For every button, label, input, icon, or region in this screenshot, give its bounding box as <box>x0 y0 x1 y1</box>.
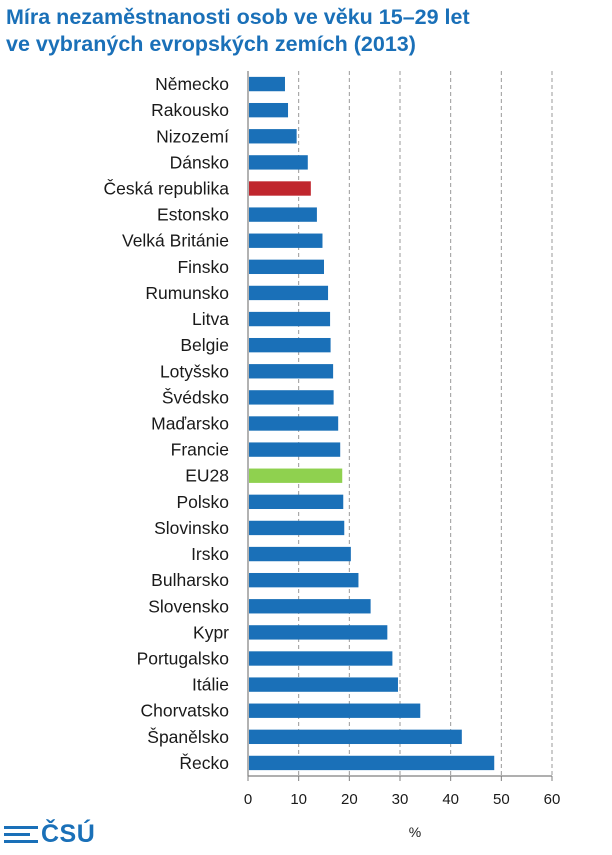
bar-3 <box>249 155 308 170</box>
x-tick-label-30: 30 <box>392 791 409 808</box>
x-tick-label-10: 10 <box>290 791 307 808</box>
category-label-13: Maďarsko <box>151 414 229 434</box>
category-label-15: EU28 <box>185 466 229 486</box>
bar-6 <box>249 233 323 248</box>
category-label-5: Estonsko <box>157 205 229 225</box>
category-label-20: Slovensko <box>148 596 229 616</box>
x-tick-label-0: 0 <box>244 791 252 808</box>
bar-25 <box>249 729 462 745</box>
bar-21 <box>249 625 388 640</box>
category-label-18: Irsko <box>191 544 229 564</box>
category-label-24: Chorvatsko <box>140 701 229 721</box>
bar-19 <box>249 572 359 588</box>
bar-2 <box>249 129 297 144</box>
x-tick-label-40: 40 <box>442 791 459 808</box>
category-label-8: Rumunsko <box>145 283 229 303</box>
bar-5 <box>249 207 317 222</box>
bar-18 <box>249 546 351 562</box>
chart-title: Míra nezaměstnanosti osob ve věku 15–29 … <box>6 4 610 58</box>
category-label-7: Finsko <box>177 257 229 277</box>
bar-0 <box>249 76 285 92</box>
category-label-0: Německo <box>155 74 229 94</box>
bar-22 <box>249 651 393 666</box>
x-axis-label: % <box>408 824 422 840</box>
category-label-6: Velká Británie <box>122 231 229 251</box>
category-label-22: Portugalsko <box>137 649 229 669</box>
category-label-2: Nizozemí <box>156 126 229 146</box>
x-tick-label-60: 60 <box>544 791 561 808</box>
category-label-3: Dánsko <box>170 152 229 172</box>
bar-26 <box>249 755 495 771</box>
bar-24 <box>249 703 421 718</box>
category-label-14: Francie <box>171 440 229 460</box>
bar-16 <box>249 494 344 510</box>
category-label-11: Lotyšsko <box>160 361 229 381</box>
csu-logo: ČSÚ <box>4 818 95 850</box>
category-label-17: Slovinsko <box>154 518 229 538</box>
category-label-23: Itálie <box>192 675 229 695</box>
category-label-19: Bulharsko <box>151 570 229 590</box>
bar-12 <box>249 390 334 405</box>
category-label-21: Kypr <box>193 622 229 642</box>
bar-17 <box>249 520 345 536</box>
category-label-10: Belgie <box>180 335 229 355</box>
bar-15 <box>249 468 343 483</box>
bar-8 <box>249 285 329 301</box>
category-label-9: Litva <box>192 309 229 329</box>
bar-10 <box>249 337 331 353</box>
bar-23 <box>249 677 398 692</box>
logo-text: ČSÚ <box>41 819 96 848</box>
chart-title-line1: Míra nezaměstnanosti osob ve věku 15–29 … <box>6 5 470 29</box>
category-label-4: Česká republika <box>104 178 230 199</box>
category-label-25: Španělsko <box>147 726 229 747</box>
bar-11 <box>249 364 334 379</box>
logo-lines-icon <box>4 825 38 843</box>
bar-14 <box>249 442 341 457</box>
x-tick-label-50: 50 <box>493 791 510 808</box>
category-label-16: Polsko <box>176 492 229 512</box>
category-label-12: Švédsko <box>162 386 229 407</box>
bar-9 <box>249 311 331 327</box>
bar-4 <box>249 181 311 196</box>
bar-7 <box>249 259 324 275</box>
chart-title-line2: ve vybraných evropských zemích (2013) <box>6 32 416 56</box>
bar-1 <box>249 102 289 118</box>
bar-13 <box>249 416 339 431</box>
category-label-1: Rakousko <box>151 100 229 120</box>
x-tick-label-20: 20 <box>341 791 358 808</box>
bar-20 <box>249 599 371 614</box>
category-label-26: Řecko <box>179 753 229 773</box>
